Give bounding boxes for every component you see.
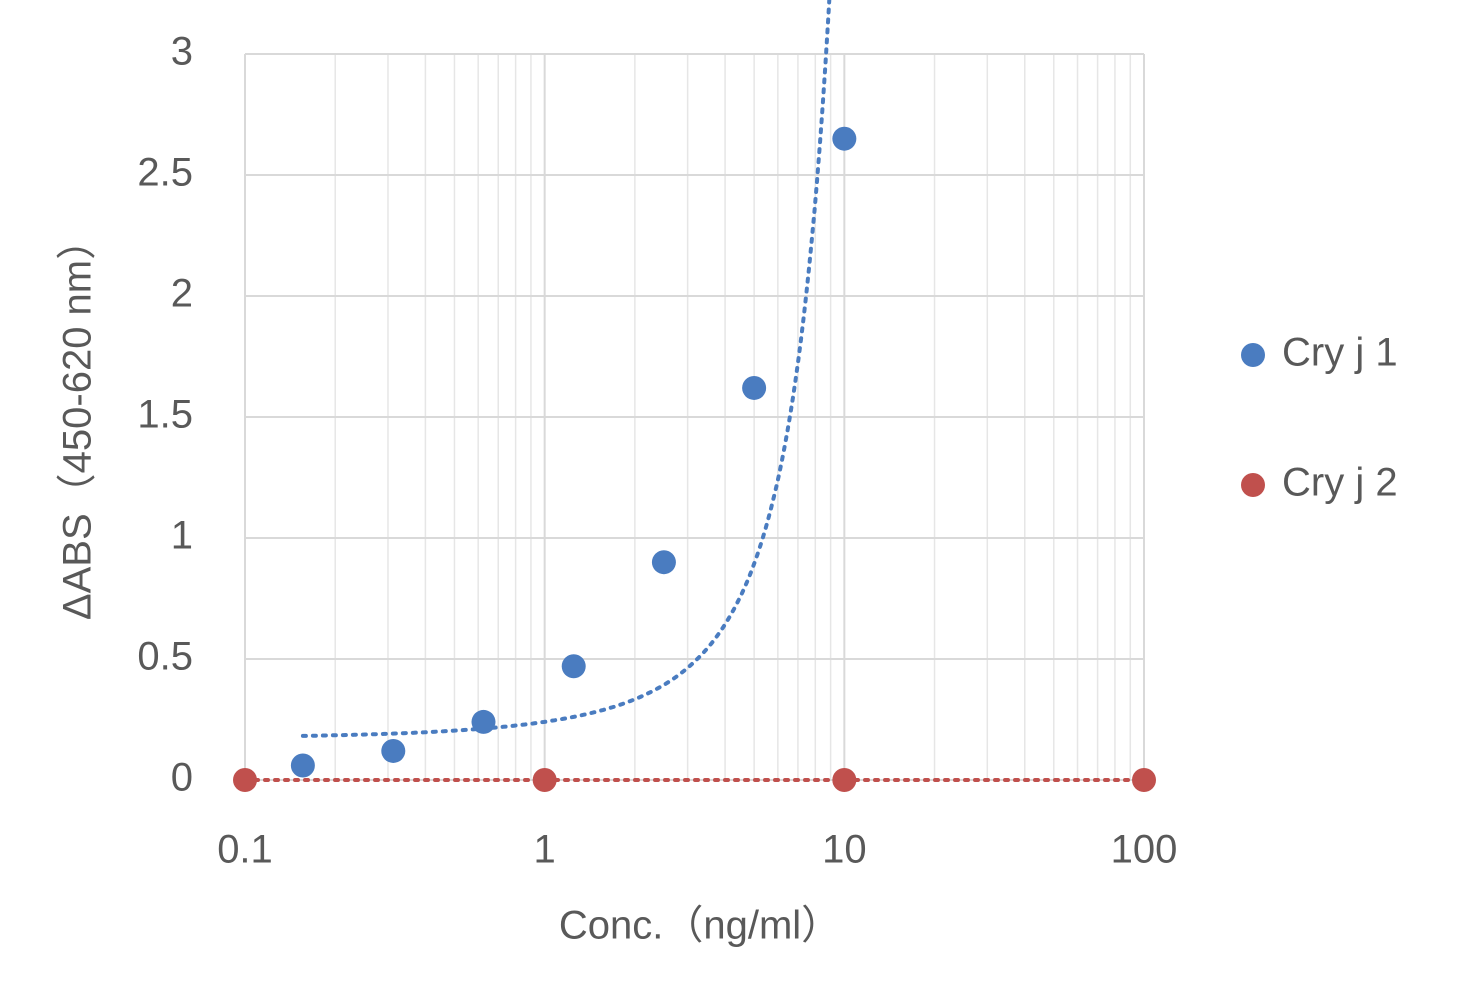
x-axis-label: Conc.（ng/ml） [559,904,841,948]
y-tick-label: 0.5 [137,635,193,679]
legend-marker [1241,473,1265,497]
data-point [381,738,406,763]
y-tick-label: 1.5 [137,393,193,437]
trendline [300,0,832,738]
data-point [742,375,767,400]
data-point [532,768,557,792]
y-tick-label: 2 [171,272,193,316]
data-point [1132,768,1156,792]
data-point [233,768,257,792]
data-point [561,654,586,679]
data-point [471,709,496,734]
y-tick-label: 3 [171,30,193,74]
y-axis-label: ΔABS（450-620 nm） [56,220,100,620]
legend-marker [1241,343,1265,367]
y-tick-label: 0 [171,756,193,800]
x-tick-label: 100 [1111,828,1178,872]
data-point [290,753,315,778]
y-tick-label: 1 [171,514,193,558]
data-point [832,768,857,792]
legend-label: Cry j 2 [1282,461,1398,505]
data-point [832,126,857,151]
data-point [651,550,676,575]
legend-label: Cry j 1 [1282,331,1398,375]
y-tick-label: 2.5 [137,151,193,195]
x-tick-label: 10 [822,828,867,872]
x-tick-label: 0.1 [217,828,273,872]
x-tick-label: 1 [534,828,556,872]
